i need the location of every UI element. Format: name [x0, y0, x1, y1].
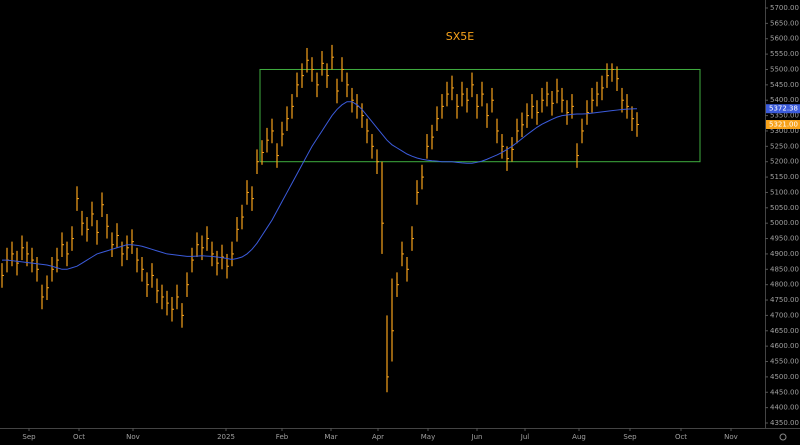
y-tick-label: 4500.00: [770, 373, 799, 381]
y-tick-label: 5450.00: [770, 81, 799, 89]
settings-icon[interactable]: [779, 433, 787, 441]
x-tick-label: Jun: [471, 433, 483, 441]
y-tick-label: 5350.00: [770, 112, 799, 120]
y-tick-label: 5400.00: [770, 96, 799, 104]
x-tick-label: Mar: [324, 433, 337, 441]
y-tick-label: 5050.00: [770, 204, 799, 212]
x-tick-label: Oct: [675, 433, 687, 441]
x-tick-label: Nov: [126, 433, 140, 441]
y-tick-label: 4850.00: [770, 265, 799, 273]
y-tick-label: 4750.00: [770, 296, 799, 304]
last-value-box: [766, 120, 800, 130]
x-tick-label: Aug: [572, 433, 586, 441]
y-tick-label: 4950.00: [770, 235, 799, 243]
x-tick-label: 2025: [217, 433, 235, 441]
y-tick-label: 4800.00: [770, 281, 799, 289]
moving-average: [2, 101, 638, 270]
y-tick-label: 5300.00: [770, 127, 799, 135]
y-tick-label: 5100.00: [770, 188, 799, 196]
y-tick-label: 4400.00: [770, 404, 799, 412]
x-tick-label: Feb: [276, 433, 289, 441]
last-value-label: 5372.38: [769, 105, 798, 113]
y-tick-label: 4350.00: [770, 419, 799, 427]
y-tick-label: 5650.00: [770, 19, 799, 27]
y-tick-label: 5200.00: [770, 158, 799, 166]
x-tick-label: Sep: [22, 433, 36, 441]
last-value-label: 5321.00: [769, 121, 798, 129]
y-tick-label: 5150.00: [770, 173, 799, 181]
y-tick-label: 5250.00: [770, 142, 799, 150]
y-tick-label: 5600.00: [770, 35, 799, 43]
x-tick-label: Sep: [623, 433, 637, 441]
x-tick-label: Oct: [73, 433, 85, 441]
y-tick-label: 4900.00: [770, 250, 799, 258]
x-tick-label: Jul: [520, 433, 530, 441]
y-tick-label: 4600.00: [770, 342, 799, 350]
x-tick-label: Nov: [724, 433, 738, 441]
y-tick-label: 4450.00: [770, 388, 799, 396]
x-tick-label: May: [421, 433, 435, 441]
y-tick-label: 5500.00: [770, 65, 799, 73]
chart-title: SX5E: [446, 30, 475, 43]
y-tick-label: 5700.00: [770, 4, 799, 12]
y-tick-label: 4550.00: [770, 358, 799, 366]
y-tick-label: 5550.00: [770, 50, 799, 58]
y-tick-label: 4650.00: [770, 327, 799, 335]
y-tick-label: 4700.00: [770, 311, 799, 319]
y-tick-label: 5000.00: [770, 219, 799, 227]
x-tick-label: Apr: [372, 433, 384, 441]
last-value-box: [766, 104, 800, 114]
